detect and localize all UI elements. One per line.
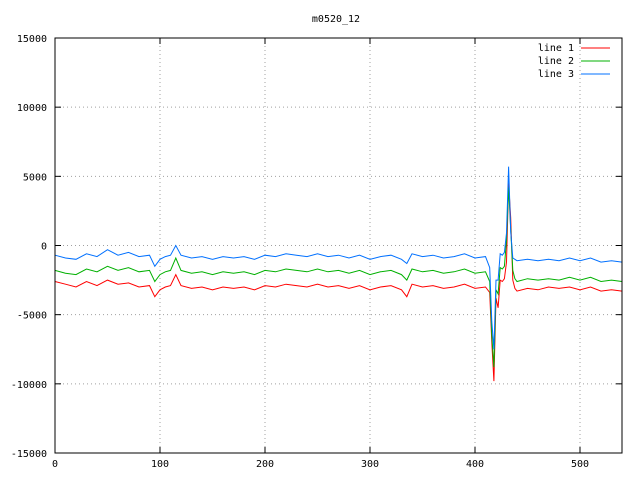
- x-tick-label: 300: [361, 459, 379, 470]
- x-tick-label: 0: [52, 459, 58, 470]
- y-tick-label: 5000: [23, 172, 47, 183]
- y-tick-label: -10000: [11, 380, 47, 391]
- x-tick-label: 100: [151, 459, 169, 470]
- chart-title: m0520_12: [312, 14, 360, 25]
- legend-label-3: line 3: [538, 69, 574, 80]
- y-tick-label: -15000: [11, 449, 47, 460]
- legend-label-1: line 1: [538, 43, 574, 54]
- y-tick-label: 0: [41, 242, 47, 253]
- series-layer: [54, 166, 623, 382]
- legend-label-2: line 2: [538, 56, 574, 67]
- axis-layer: 0 100 200 300 400 500 -15000 -10000 -5000 0 5000 10…: [11, 34, 622, 470]
- series-line-3: [54, 166, 623, 350]
- x-tick-label: 200: [256, 459, 274, 470]
- x-tick-label: 500: [571, 459, 589, 470]
- y-tick-label: 15000: [17, 34, 47, 45]
- series-line-2: [54, 187, 623, 368]
- y-tick-label: -5000: [17, 311, 47, 322]
- legend: line 1 line 2 line 3: [538, 43, 610, 80]
- plot-frame: [54, 37, 623, 454]
- series-line-1: [54, 183, 623, 382]
- y-tick-label: 10000: [17, 103, 47, 114]
- grid-layer: [55, 38, 622, 453]
- x-tick-label: 400: [466, 459, 484, 470]
